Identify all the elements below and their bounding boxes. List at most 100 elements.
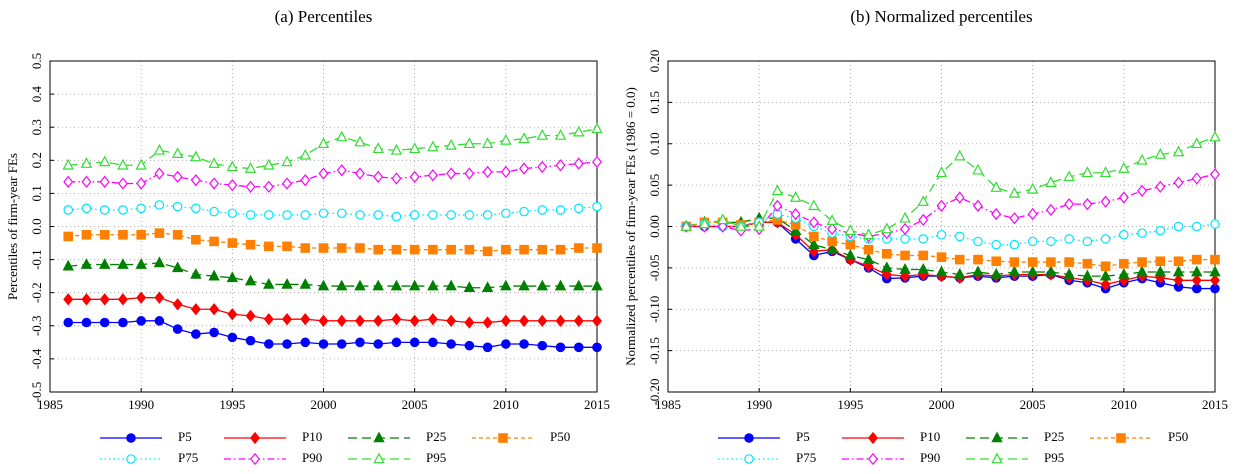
marker bbox=[464, 340, 475, 351]
marker bbox=[753, 220, 765, 231]
marker bbox=[318, 243, 329, 253]
marker bbox=[573, 342, 584, 353]
series-line bbox=[68, 161, 598, 188]
marker bbox=[482, 246, 493, 257]
marker bbox=[355, 243, 365, 253]
marker bbox=[918, 234, 929, 244]
marker bbox=[500, 279, 512, 291]
legend-label: P50 bbox=[1168, 429, 1188, 444]
legend-label: P5 bbox=[796, 429, 810, 444]
marker bbox=[318, 167, 329, 180]
marker bbox=[1008, 265, 1021, 277]
marker bbox=[481, 281, 494, 293]
marker bbox=[336, 164, 347, 177]
marker bbox=[1172, 265, 1185, 277]
marker bbox=[771, 184, 784, 196]
marker bbox=[1119, 229, 1129, 240]
marker bbox=[63, 317, 74, 328]
marker bbox=[463, 281, 476, 293]
marker bbox=[191, 234, 201, 245]
marker bbox=[1173, 256, 1184, 267]
marker bbox=[954, 191, 965, 204]
marker bbox=[881, 222, 893, 234]
marker bbox=[900, 222, 911, 236]
marker bbox=[464, 210, 475, 220]
marker bbox=[936, 229, 947, 240]
marker bbox=[81, 229, 92, 240]
legend-label: P25 bbox=[1044, 429, 1064, 444]
marker bbox=[172, 201, 183, 212]
marker bbox=[282, 313, 293, 326]
marker bbox=[990, 181, 1002, 192]
marker bbox=[844, 224, 857, 235]
marker bbox=[498, 433, 508, 443]
marker bbox=[172, 324, 183, 334]
marker bbox=[245, 309, 256, 323]
marker bbox=[209, 327, 219, 338]
legend-label: P75 bbox=[796, 450, 816, 465]
series-line bbox=[686, 213, 1216, 246]
marker bbox=[209, 236, 219, 247]
marker bbox=[191, 329, 201, 339]
marker bbox=[373, 170, 384, 184]
marker bbox=[464, 167, 475, 180]
marker bbox=[99, 155, 111, 167]
marker bbox=[991, 207, 1002, 221]
marker bbox=[172, 170, 183, 184]
marker bbox=[936, 252, 947, 262]
series-line bbox=[68, 297, 597, 324]
marker bbox=[126, 433, 136, 443]
marker bbox=[250, 452, 260, 466]
marker bbox=[592, 201, 602, 212]
marker bbox=[390, 143, 403, 155]
marker bbox=[446, 210, 456, 220]
y-tick-label: -0.2 bbox=[29, 282, 44, 303]
marker bbox=[154, 316, 165, 326]
marker bbox=[809, 231, 819, 242]
marker bbox=[972, 199, 983, 212]
marker bbox=[118, 229, 128, 240]
y-tick-label: 0.2 bbox=[29, 152, 44, 168]
legend-label: P5 bbox=[178, 429, 192, 444]
marker bbox=[373, 244, 383, 255]
marker bbox=[826, 243, 838, 254]
marker bbox=[154, 200, 165, 210]
marker bbox=[744, 454, 754, 464]
marker bbox=[537, 160, 548, 174]
marker bbox=[63, 293, 74, 306]
y-tick-label: 0.4 bbox=[29, 85, 44, 102]
marker bbox=[208, 269, 220, 281]
marker bbox=[336, 243, 347, 253]
marker bbox=[62, 259, 74, 271]
marker bbox=[172, 298, 183, 311]
marker bbox=[991, 256, 1001, 267]
marker bbox=[1191, 221, 1202, 232]
marker bbox=[136, 316, 146, 326]
marker bbox=[1191, 254, 1202, 265]
marker bbox=[1173, 274, 1184, 287]
marker bbox=[789, 191, 802, 202]
series-line bbox=[686, 221, 1215, 286]
marker bbox=[591, 122, 603, 134]
marker bbox=[336, 339, 347, 349]
marker bbox=[1081, 166, 1094, 178]
y-tick-label: 0.0 bbox=[29, 218, 44, 234]
marker bbox=[372, 142, 384, 154]
marker bbox=[126, 454, 136, 464]
marker bbox=[573, 279, 585, 291]
marker bbox=[954, 231, 965, 242]
marker bbox=[519, 314, 530, 327]
marker bbox=[264, 241, 274, 252]
marker bbox=[354, 279, 366, 291]
marker bbox=[518, 132, 530, 144]
marker bbox=[154, 291, 165, 304]
marker bbox=[917, 263, 929, 274]
marker bbox=[318, 208, 329, 219]
marker bbox=[1210, 219, 1220, 229]
marker bbox=[154, 167, 165, 180]
marker bbox=[318, 339, 329, 349]
marker bbox=[1119, 258, 1129, 269]
x-tick-label: 2010 bbox=[1111, 397, 1137, 412]
marker bbox=[391, 313, 402, 326]
